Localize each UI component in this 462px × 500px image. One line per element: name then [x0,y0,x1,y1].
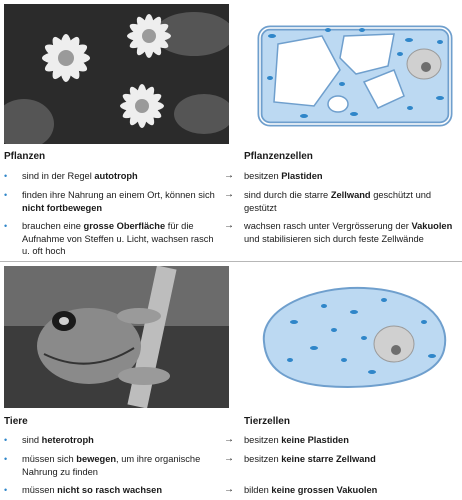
arrow-icon: → [224,434,234,447]
pflanzenzellen-item: wachsen rasch unter Vergrösserung der Va… [244,220,460,245]
arrow-icon: → [224,170,234,183]
bullet-icon: • [4,453,7,466]
tierzellen-item: besitzen keine starre Zellwand [244,453,460,466]
pflanzen-heading: Pflanzen [4,151,45,162]
pflanzenzellen-heading: Pflanzenzellen [244,151,313,162]
pflanzen-item: brauchen eine grosse Oberfläche für die … [22,220,222,258]
pflanzen-item: finden ihre Nahrung an einem Ort, können… [22,189,222,214]
tierzellen-heading: Tierzellen [244,416,290,427]
arrow-icon: → [224,453,234,466]
bullet-icon: • [4,484,7,497]
pflanzen-item: sind in der Regel autotroph [22,170,222,183]
tiere-item: müssen nicht so rasch wachsen [22,484,222,497]
arrow-icon: → [224,484,234,497]
bullet-icon: • [4,189,7,202]
plant-cell-illustration [244,22,458,130]
arrow-icon: → [224,220,234,233]
arrow-icon: → [224,189,234,202]
pflanzenzellen-item: sind durch die starre Zellwand geschützt… [244,189,460,214]
bullet-icon: • [4,170,7,183]
tiere-item: müssen sich bewegen, um ihre organische … [22,453,222,478]
tree-frog-photo [4,266,229,408]
tierzellen-item: bilden keine grossen Vakuolen [244,484,460,497]
section-divider [0,261,462,262]
tiere-heading: Tiere [4,416,28,427]
tiere-item: sind heterotroph [22,434,222,447]
bullet-icon: • [4,220,7,233]
animal-cell-illustration [244,282,458,390]
tierzellen-item: besitzen keine Plastiden [244,434,460,447]
daisy-flowers-photo [4,4,229,144]
pflanzenzellen-item: besitzen Plastiden [244,170,460,183]
bullet-icon: • [4,434,7,447]
